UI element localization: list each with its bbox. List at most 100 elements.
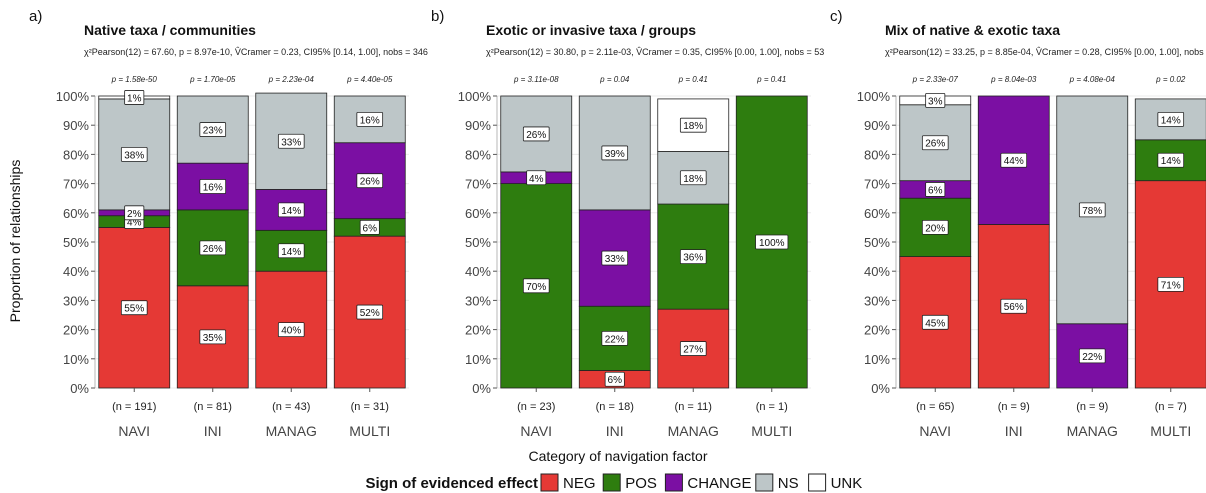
n-label: (n = 9) — [998, 401, 1030, 413]
data-label-box — [679, 249, 707, 265]
panel-subtitle: χ²Pearson(12) = 33.25, p = 8.85e-04, V̂C… — [885, 47, 1206, 57]
x-tick-label: NAVI — [919, 423, 951, 439]
legend-label: NS — [778, 475, 799, 492]
y-tick-label: 10% — [63, 352, 89, 367]
n-label: (n = 23) — [517, 401, 555, 413]
data-label-box — [277, 243, 305, 259]
x-tick-label: MANAG — [266, 423, 317, 439]
data-label-box — [277, 202, 305, 218]
y-tick-label: 70% — [63, 177, 89, 192]
y-tick-label: 50% — [864, 235, 890, 250]
n-label: (n = 9) — [1076, 401, 1108, 413]
data-label-box — [925, 92, 946, 108]
panel-subtitle: χ²Pearson(12) = 30.80, p = 2.11e-03, V̂C… — [486, 47, 824, 57]
y-tick-label: 90% — [864, 118, 890, 133]
panel-2: c) Mix of native & exotic taxa χ²Pearson(1… — [830, 8, 1206, 439]
panel-title: Mix of native & exotic taxa — [885, 22, 1060, 38]
data-label: 22% — [605, 334, 625, 345]
data-label: 36% — [683, 253, 703, 264]
data-label: 44% — [1004, 156, 1024, 167]
data-label: 14% — [1161, 115, 1181, 126]
data-label: 2% — [127, 209, 142, 220]
panel-label: c) — [830, 8, 843, 25]
data-label: 4% — [529, 174, 544, 185]
data-label: 18% — [683, 121, 703, 132]
data-label-box — [1157, 152, 1185, 168]
data-label-box — [522, 126, 550, 142]
data-label: 33% — [605, 254, 625, 265]
panel-title: Exotic or invasive taxa / groups — [486, 22, 696, 38]
data-label-box — [359, 219, 380, 235]
panel-label: a) — [29, 8, 42, 25]
y-tick-label: 20% — [63, 323, 89, 338]
legend-swatch-ns — [755, 473, 774, 492]
data-label-box — [120, 300, 148, 316]
panel-label: b) — [431, 8, 444, 25]
data-label: 26% — [203, 244, 223, 255]
p-value-label: p = 4.08e-04 — [1069, 75, 1116, 84]
y-axis-label: Proportion of relationships — [7, 160, 23, 323]
data-label: 3% — [928, 96, 943, 107]
data-label-box — [120, 146, 148, 162]
y-tick-label: 10% — [465, 352, 491, 367]
data-label-box — [1078, 348, 1106, 364]
n-label: (n = 81) — [194, 401, 232, 413]
y-tick-label: 100% — [458, 89, 492, 104]
y-tick-label: 80% — [864, 147, 890, 162]
data-label-box — [925, 182, 946, 197]
data-label-box — [356, 111, 384, 127]
p-value-label: p = 0.04 — [599, 75, 630, 84]
data-label-box — [526, 170, 547, 186]
data-label-box — [1157, 111, 1185, 127]
n-label: (n = 65) — [916, 401, 954, 413]
legend-swatch-unk — [808, 473, 827, 492]
p-value-label: p = 1.58e-50 — [111, 75, 158, 84]
y-tick-label: 40% — [63, 264, 89, 279]
y-tick-label: 20% — [465, 323, 491, 338]
data-label-box — [356, 304, 384, 320]
bar-segment-ns — [333, 95, 406, 144]
y-tick-label: 20% — [864, 323, 890, 338]
y-tick-label: 50% — [63, 235, 89, 250]
data-label: 45% — [925, 318, 945, 329]
p-value-label: p = 0.41 — [756, 75, 786, 84]
y-tick-label: 60% — [63, 206, 89, 221]
data-label-box — [1000, 152, 1028, 168]
data-label: 71% — [1161, 280, 1181, 291]
data-label: 14% — [1161, 156, 1181, 167]
legend: Sign of evidenced effect NEG POS CHANGE NS U… — [365, 473, 863, 492]
data-label-box — [199, 329, 227, 345]
chart-panels: a) Native taxa / communities χ²Pearson(12)… — [29, 8, 1206, 439]
data-label: 23% — [203, 126, 223, 137]
data-label: 14% — [281, 206, 301, 217]
data-label: 16% — [360, 115, 380, 126]
x-tick-label: MULTI — [1150, 423, 1191, 439]
data-label: 4% — [127, 218, 142, 229]
y-tick-label: 60% — [864, 206, 890, 221]
data-label: 40% — [281, 326, 301, 337]
data-label-box — [604, 371, 625, 387]
n-label: (n = 191) — [112, 401, 156, 413]
data-label: 26% — [925, 139, 945, 150]
p-value-label: p = 1.70e-05 — [189, 75, 236, 84]
legend-label: UNK — [831, 475, 863, 492]
data-label-box — [356, 173, 384, 189]
x-tick-label: MANAG — [668, 423, 719, 439]
p-value-label: p = 8.04e-03 — [990, 75, 1037, 84]
y-tick-label: 70% — [465, 177, 491, 192]
legend-items: NEG POS CHANGE NS UNK — [540, 473, 863, 492]
p-value-label: p = 0.41 — [678, 75, 708, 84]
x-tick-label: MULTI — [349, 423, 390, 439]
data-label-box — [601, 145, 629, 161]
data-label: 16% — [203, 183, 223, 194]
p-value-label: p = 0.02 — [1155, 75, 1186, 84]
y-tick-label: 100% — [56, 89, 90, 104]
data-label: 22% — [1082, 352, 1102, 363]
data-label: 20% — [925, 223, 945, 234]
p-value-label: p = 2.23e-04 — [268, 75, 315, 84]
n-label: (n = 11) — [675, 401, 712, 413]
legend-label: CHANGE — [687, 475, 751, 492]
x-tick-label: INI — [1005, 423, 1023, 439]
data-label-box — [124, 205, 145, 221]
data-label-box — [601, 330, 629, 346]
